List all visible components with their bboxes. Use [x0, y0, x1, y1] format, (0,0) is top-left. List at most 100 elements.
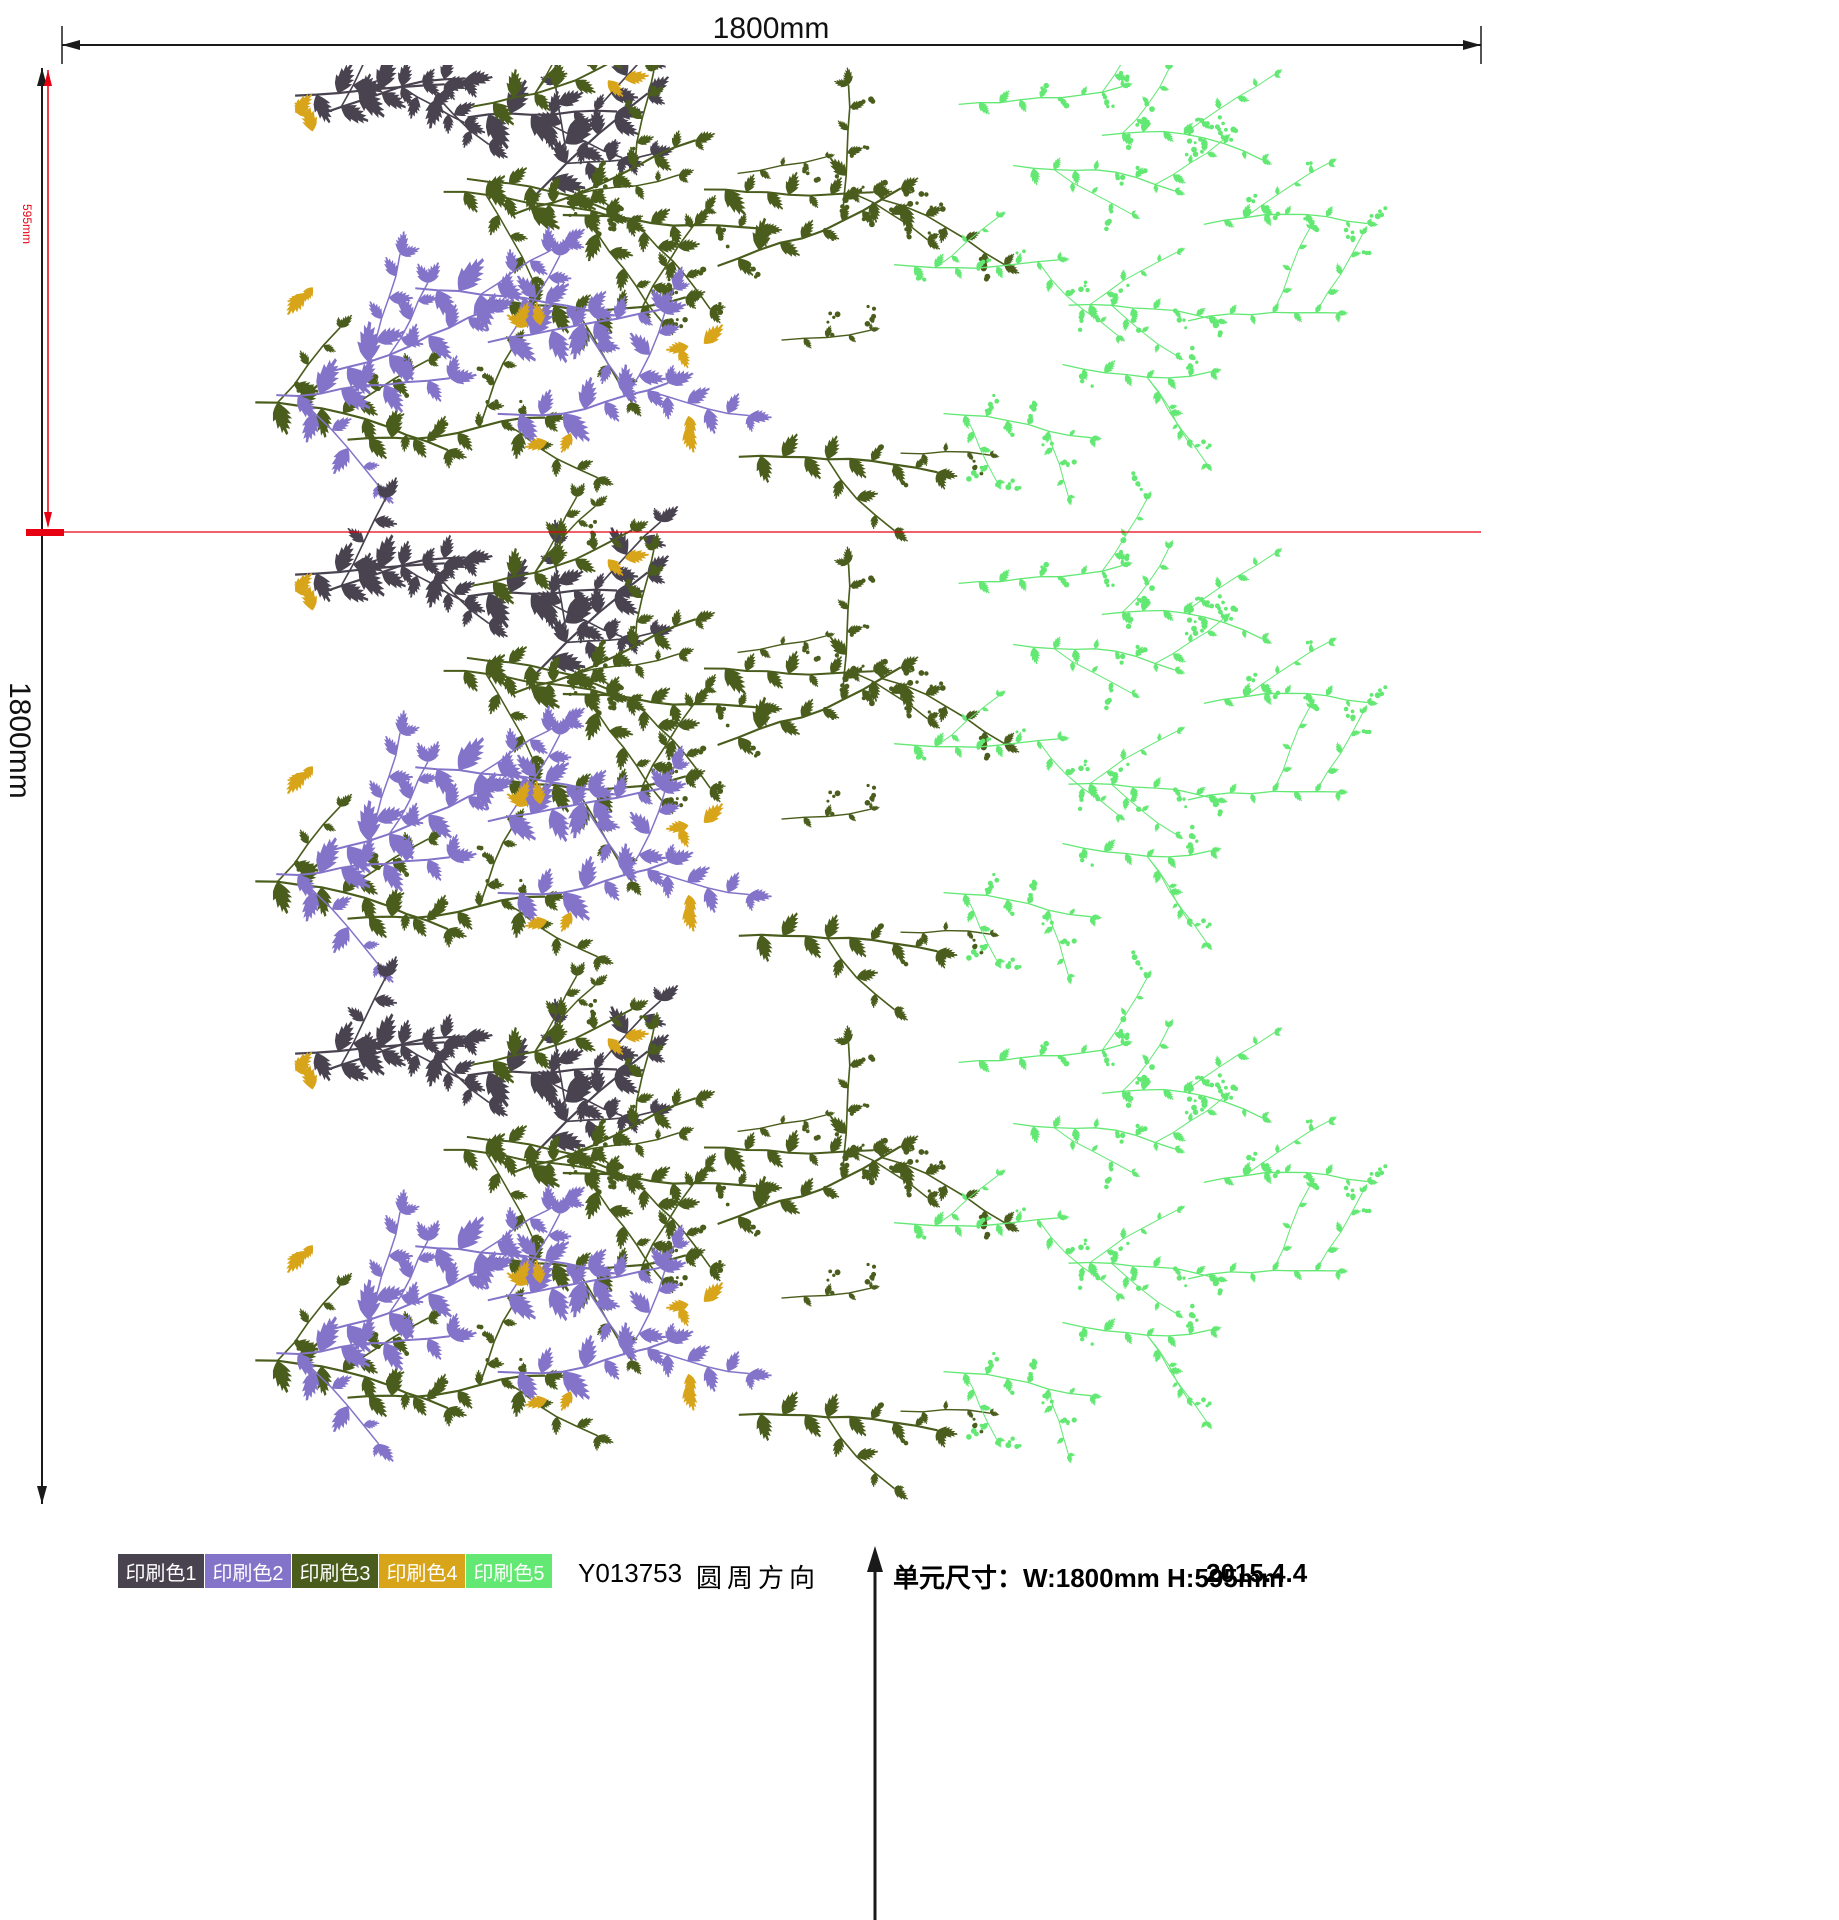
- repeat-arrowhead-up-icon: [44, 70, 52, 86]
- leaf-cluster: [506, 302, 546, 328]
- swatch-label: 印刷色4: [386, 1562, 458, 1585]
- leaf-cluster: [682, 894, 698, 932]
- leaf-branch: [900, 921, 1000, 955]
- leaf-cluster: [286, 766, 314, 794]
- leaf-cluster: [524, 912, 573, 933]
- leaf-branch: [320, 956, 508, 1118]
- leaf-branch: [1101, 540, 1283, 645]
- leaf-branch: [562, 676, 783, 815]
- leaf-cluster: [607, 549, 649, 577]
- dimension-lines: [37, 26, 1482, 1920]
- leaf-cluster: [524, 433, 573, 454]
- leaf-cluster: [293, 93, 317, 132]
- leaf-branch: [900, 1400, 1000, 1434]
- leaf-cluster: [607, 70, 649, 98]
- leaf-branch: [497, 1224, 772, 1402]
- leaf-branch: [738, 433, 958, 543]
- print-color-swatch-3: 印刷色3: [292, 1554, 378, 1588]
- leaf-branch: [943, 872, 1102, 985]
- leaf-branch: [1013, 115, 1231, 232]
- leaf-branch: [1203, 1116, 1388, 1201]
- leaf-branch: [1068, 247, 1228, 361]
- leaf-cluster: [524, 1391, 573, 1412]
- arrowhead-up-icon: [37, 68, 47, 86]
- leaf-branch: [347, 808, 614, 972]
- leaf-branch: [1203, 637, 1388, 722]
- leaf-branch: [295, 534, 486, 614]
- leaf-branch: [703, 165, 947, 251]
- leaf-branch: [510, 65, 716, 231]
- swatch-label: 印刷色1: [125, 1562, 197, 1585]
- leaf-branch: [562, 1155, 783, 1294]
- leaf-branch: [510, 1012, 716, 1189]
- leaf-branch: [472, 65, 623, 126]
- leaf-branch: [717, 1025, 1020, 1240]
- leaf-cluster: [506, 1260, 546, 1286]
- width-dimension-label: 1800mm: [712, 12, 830, 45]
- swatch-label: 印刷色2: [212, 1562, 284, 1585]
- leaf-branch: [415, 1184, 638, 1362]
- leaf-branch: [415, 226, 638, 404]
- leaf-branch: [1062, 1303, 1222, 1430]
- leaf-cluster: [682, 1373, 698, 1411]
- leaf-branch: [894, 689, 1126, 823]
- leaf-branch: [1062, 345, 1222, 472]
- leaf-branch: [320, 477, 508, 639]
- leaf-branch: [1062, 824, 1222, 951]
- leaf-branch: [1068, 726, 1228, 840]
- leaf-branch: [535, 65, 675, 195]
- leaf-branch: [1203, 158, 1388, 243]
- design-code: Y013753: [578, 1558, 683, 1588]
- leaf-branch: [326, 710, 515, 874]
- leaf-branch: [472, 962, 649, 1084]
- leaf-cluster: [665, 1282, 724, 1327]
- leaf-branch: [562, 197, 783, 336]
- leaf-branch: [717, 546, 1020, 761]
- arrowhead-right-icon: [1463, 40, 1481, 50]
- arrowhead-left-icon: [62, 40, 80, 50]
- leaf-branch: [958, 65, 1133, 115]
- height-dimension-label: 1800mm: [3, 682, 36, 799]
- leaf-branch: [497, 266, 772, 444]
- leaf-cluster: [607, 1028, 649, 1056]
- leaf-branch: [943, 393, 1102, 506]
- fabric-pattern: [255, 65, 1388, 1501]
- leaf-branch: [781, 783, 880, 828]
- leaf-branch: [738, 1391, 958, 1501]
- leaf-branch: [894, 210, 1126, 344]
- repeat-arrowhead-down-icon: [44, 512, 52, 528]
- leaf-cluster: [286, 1245, 314, 1273]
- repeat-dimension: [26, 70, 1481, 536]
- leaf-branch: [781, 1262, 880, 1307]
- leaf-cluster: [286, 287, 314, 315]
- date-label: 2015.4.4: [1206, 1558, 1308, 1588]
- arrowhead-down-icon: [37, 1486, 47, 1504]
- leaf-branch: [958, 471, 1152, 594]
- leaf-branch: [415, 705, 638, 883]
- leaf-branch: [1101, 65, 1283, 166]
- leaf-branch: [467, 985, 679, 1134]
- print-color-swatch-2: 印刷色2: [205, 1554, 291, 1588]
- print-color-swatch-1: 印刷色1: [118, 1554, 204, 1588]
- leaf-branch: [347, 1287, 614, 1451]
- leaf-branch: [510, 533, 716, 710]
- leaf-branch: [943, 1351, 1102, 1464]
- repeat-dimension-label: 595mm: [20, 204, 34, 245]
- leaf-branch: [737, 1109, 835, 1141]
- leaf-branch: [894, 1168, 1126, 1302]
- leaf-cluster: [506, 781, 546, 807]
- leaf-branch: [958, 950, 1152, 1073]
- swatch-label: 印刷色5: [473, 1562, 545, 1585]
- swatch-label: 印刷色3: [299, 1562, 371, 1585]
- leaf-branch: [781, 304, 880, 349]
- leaf-branch: [900, 442, 1000, 476]
- leaf-branch: [1187, 1177, 1372, 1285]
- leaf-branch: [1013, 1073, 1231, 1190]
- leaf-branch: [276, 833, 477, 984]
- leaf-branch: [326, 231, 515, 395]
- leaf-cluster: [682, 415, 698, 453]
- leaf-branch: [1068, 1205, 1228, 1319]
- print-color-swatch-4: 印刷色4: [379, 1554, 465, 1588]
- leaf-branch: [497, 745, 772, 923]
